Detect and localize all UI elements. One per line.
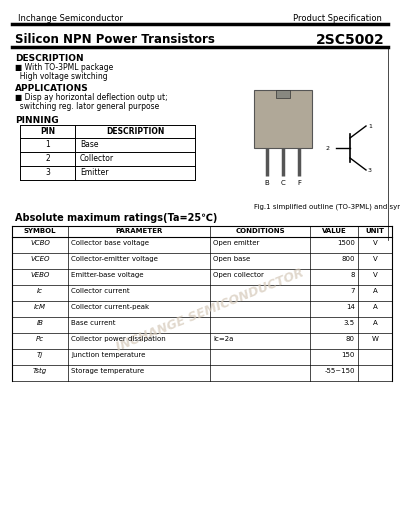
Text: ■ With TO-3PML package: ■ With TO-3PML package xyxy=(15,63,113,72)
Text: VEBO: VEBO xyxy=(30,272,50,278)
Text: 2: 2 xyxy=(326,146,330,151)
Text: Base current: Base current xyxy=(71,320,116,326)
Text: Collector: Collector xyxy=(80,154,114,163)
Text: Ic=2a: Ic=2a xyxy=(213,336,233,342)
Text: VALUE: VALUE xyxy=(322,228,346,234)
Text: B: B xyxy=(265,180,269,186)
Text: IB: IB xyxy=(36,320,44,326)
Text: 150: 150 xyxy=(342,352,355,358)
Text: switching reg. lator general purpose: switching reg. lator general purpose xyxy=(15,102,159,111)
Text: Absolute maximum ratings(Ta=25℃): Absolute maximum ratings(Ta=25℃) xyxy=(15,213,217,223)
Text: Pc: Pc xyxy=(36,336,44,342)
Text: VCEO: VCEO xyxy=(30,256,50,262)
Text: Inchange Semiconductor: Inchange Semiconductor xyxy=(18,14,123,23)
Text: Fig.1 simplified outline (TO-3PML) and symbol: Fig.1 simplified outline (TO-3PML) and s… xyxy=(254,204,400,210)
Text: SYMBOL: SYMBOL xyxy=(24,228,56,234)
Text: -55~150: -55~150 xyxy=(324,368,355,374)
Text: Base: Base xyxy=(80,140,98,149)
Text: A: A xyxy=(373,304,377,310)
Text: 1: 1 xyxy=(45,140,50,149)
Text: 14: 14 xyxy=(346,304,355,310)
Text: DESCRIPTION: DESCRIPTION xyxy=(106,127,164,136)
Bar xyxy=(276,90,290,98)
Text: 8: 8 xyxy=(350,272,355,278)
Text: 2SC5002: 2SC5002 xyxy=(316,33,385,47)
Text: V: V xyxy=(373,272,377,278)
Text: V: V xyxy=(373,240,377,246)
Text: VCBO: VCBO xyxy=(30,240,50,246)
Text: Emitter: Emitter xyxy=(80,168,108,177)
Text: PARAMETER: PARAMETER xyxy=(115,228,163,234)
Text: Junction temperature: Junction temperature xyxy=(71,352,145,358)
Text: 3: 3 xyxy=(368,167,372,172)
Text: 7: 7 xyxy=(350,288,355,294)
Text: Collector current-peak: Collector current-peak xyxy=(71,304,149,310)
Text: 80: 80 xyxy=(346,336,355,342)
Text: 2: 2 xyxy=(45,154,50,163)
Text: 1500: 1500 xyxy=(337,240,355,246)
Text: INCHANGE SEMICONDUCTOR: INCHANGE SEMICONDUCTOR xyxy=(114,266,306,354)
Text: Silicon NPN Power Transistors: Silicon NPN Power Transistors xyxy=(15,33,215,46)
Text: APPLICATIONS: APPLICATIONS xyxy=(15,84,89,93)
Text: UNIT: UNIT xyxy=(366,228,384,234)
Text: Product Specification: Product Specification xyxy=(293,14,382,23)
Text: CONDITIONS: CONDITIONS xyxy=(235,228,285,234)
Text: W: W xyxy=(372,336,378,342)
Text: C: C xyxy=(281,180,285,186)
Text: Collector base voltage: Collector base voltage xyxy=(71,240,149,246)
Text: Ic: Ic xyxy=(37,288,43,294)
Text: V: V xyxy=(373,256,377,262)
Text: A: A xyxy=(373,288,377,294)
Text: 3: 3 xyxy=(45,168,50,177)
Text: IcM: IcM xyxy=(34,304,46,310)
Text: Collector-emitter voltage: Collector-emitter voltage xyxy=(71,256,158,262)
Text: High voltage switching: High voltage switching xyxy=(15,72,108,81)
Text: Collector current: Collector current xyxy=(71,288,130,294)
Text: Open collector: Open collector xyxy=(213,272,264,278)
Text: ■ Disp ay horizontal deflection outp ut;: ■ Disp ay horizontal deflection outp ut; xyxy=(15,93,168,102)
Text: Tstg: Tstg xyxy=(33,368,47,374)
Text: Storage temperature: Storage temperature xyxy=(71,368,144,374)
Text: Emitter-base voltage: Emitter-base voltage xyxy=(71,272,144,278)
Text: F: F xyxy=(297,180,301,186)
Text: DESCRIPTION: DESCRIPTION xyxy=(15,54,84,63)
Text: Open emitter: Open emitter xyxy=(213,240,259,246)
Text: 800: 800 xyxy=(342,256,355,262)
Text: Collector power dissipation: Collector power dissipation xyxy=(71,336,166,342)
Text: A: A xyxy=(373,320,377,326)
Text: PIN: PIN xyxy=(40,127,55,136)
Text: Open base: Open base xyxy=(213,256,250,262)
Text: PINNING: PINNING xyxy=(15,116,59,125)
Text: Tj: Tj xyxy=(37,352,43,358)
Text: 3.5: 3.5 xyxy=(344,320,355,326)
Text: 1: 1 xyxy=(368,123,372,128)
Bar xyxy=(254,90,312,148)
